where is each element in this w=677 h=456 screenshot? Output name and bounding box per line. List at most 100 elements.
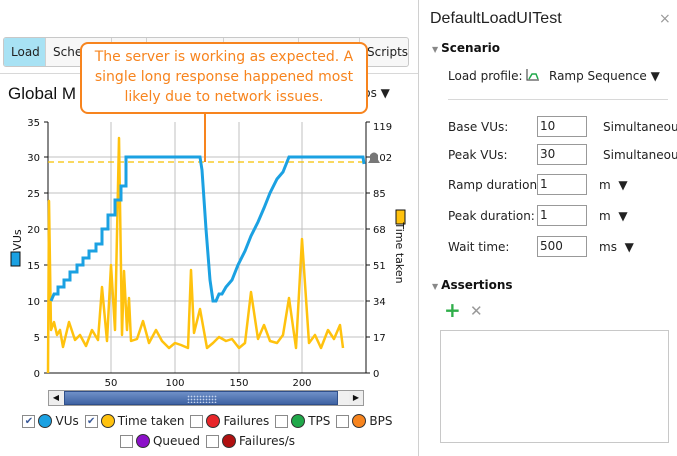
scenario-section-header[interactable]: ▼ Scenario [432, 41, 500, 55]
legend-item-vus[interactable]: ✔ VUs [22, 414, 79, 428]
svg-text:50: 50 [105, 378, 118, 389]
checkbox-bps[interactable] [336, 414, 350, 428]
callout-pointer [204, 114, 206, 162]
add-assertion-icon[interactable]: + [444, 298, 461, 322]
queued-color-icon [135, 434, 150, 448]
x-axis-labels: 50 100 150 200 [105, 378, 312, 389]
svg-text:10: 10 [27, 297, 40, 308]
checkbox-vus[interactable]: ✔ [22, 414, 36, 428]
wait-time-unit-dropdown[interactable]: ms ▼ [599, 240, 634, 254]
page-title: Global M [8, 84, 77, 103]
legend-item-failures[interactable]: Failures [190, 414, 269, 428]
section-heading: Scenario [441, 41, 500, 55]
svg-text:30: 30 [27, 153, 40, 164]
alert-bell-icon [368, 152, 380, 163]
legend-label: BPS [369, 414, 393, 428]
chevron-down-icon: ▼ [624, 240, 634, 254]
legend-item-time-taken[interactable]: ✔ Time taken [84, 414, 185, 428]
svg-text:15: 15 [27, 261, 40, 272]
close-icon[interactable]: × [659, 11, 671, 27]
checkbox-tps[interactable] [275, 414, 289, 428]
legend-label: Time taken [117, 414, 185, 428]
ramp-duration-unit-dropdown[interactable]: m ▼ [599, 178, 628, 192]
scroll-left-arrow-icon[interactable]: ◀ [49, 391, 63, 405]
chart-legend: ✔ VUs ✔ Time taken Failures TPS [0, 411, 418, 451]
legend-item-tps[interactable]: TPS [275, 414, 330, 428]
svg-text:150: 150 [229, 378, 248, 389]
svg-text:100: 100 [165, 378, 184, 389]
field-label: Ramp duration: [448, 178, 542, 192]
chevron-down-icon: ▼ [618, 209, 628, 223]
base-vus-unit: Simultaneou [603, 120, 677, 134]
peak-duration-input[interactable]: 1 [537, 205, 587, 226]
load-profile-label: Load profile: [448, 69, 523, 83]
panel-title: DefaultLoadUITest [430, 10, 562, 27]
time-taken-axis-swatch [395, 209, 406, 225]
scrollbar-thumb[interactable] [64, 391, 338, 405]
remove-assertion-icon[interactable]: ✕ [470, 302, 483, 320]
annotation-callout: The server is working as expected. A sin… [80, 42, 368, 114]
svg-text:0: 0 [373, 369, 379, 380]
main-panel: Load Sched Scripts Global M rios ▼ The s… [0, 37, 418, 451]
right-axis [365, 121, 370, 374]
load-profile-value: Ramp Sequence [549, 69, 647, 83]
chevron-down-icon: ▼ [650, 69, 660, 83]
chevron-down-icon: ▼ [618, 178, 628, 192]
tps-color-icon [291, 414, 306, 428]
vus-axis-label: VUs [11, 229, 24, 251]
field-label: Base VUs: [448, 120, 509, 134]
ramp-profile-icon [526, 69, 539, 81]
legend-label: TPS [308, 414, 331, 428]
wait-time-input[interactable]: 500 [537, 236, 587, 257]
bps-color-icon [352, 414, 367, 428]
load-profile-dropdown[interactable]: Ramp Sequence ▼ [549, 69, 660, 83]
unit-value: m [599, 209, 611, 223]
assertions-list[interactable] [440, 330, 669, 443]
legend-label: Failures [223, 414, 270, 428]
legend-item-bps[interactable]: BPS [336, 414, 393, 428]
svg-text:25: 25 [27, 189, 40, 200]
vus-series [49, 155, 366, 303]
field-label: Peak VUs: [448, 148, 508, 162]
collapse-triangle-icon: ▼ [432, 282, 439, 291]
svg-text:0: 0 [34, 369, 40, 380]
peak-duration-unit-dropdown[interactable]: m ▼ [599, 209, 628, 223]
grip-icon [187, 395, 217, 403]
vus-axis-swatch [10, 251, 21, 267]
legend-label: Queued [152, 434, 200, 448]
svg-text:85: 85 [373, 189, 386, 200]
right-axis-labels: 119 102 85 68 51 34 17 0 [373, 122, 392, 380]
base-vus-input[interactable]: 10 [537, 116, 587, 137]
panel-splitter[interactable] [418, 0, 419, 456]
time-taken-axis-label: Time taken [393, 221, 406, 283]
assertions-section-header[interactable]: ▼ Assertions [432, 278, 513, 292]
section-heading: Assertions [441, 278, 513, 292]
checkbox-failures-per-sec[interactable] [206, 434, 219, 448]
svg-text:20: 20 [27, 225, 40, 236]
checkbox-queued[interactable] [119, 434, 133, 448]
svg-text:51: 51 [373, 261, 386, 272]
svg-text:102: 102 [373, 153, 392, 164]
svg-text:5: 5 [34, 333, 40, 344]
legend-item-queued[interactable]: Queued [119, 434, 200, 448]
left-axis-labels: 35 30 25 20 15 10 5 0 [27, 118, 40, 380]
checkbox-failures[interactable] [190, 414, 204, 428]
collapse-triangle-icon: ▼ [432, 45, 439, 54]
chart-scrollbar[interactable]: ◀ ▶ [48, 390, 364, 406]
divider [448, 99, 668, 100]
svg-text:34: 34 [373, 297, 386, 308]
tab-scripts[interactable]: Scripts [367, 45, 408, 59]
peak-vus-input[interactable]: 30 [537, 144, 587, 165]
peak-vus-unit: Simultaneou [603, 148, 677, 162]
checkbox-time-taken[interactable]: ✔ [84, 414, 98, 428]
svg-text:200: 200 [292, 378, 311, 389]
unit-value: m [599, 178, 611, 192]
unit-value: ms [599, 240, 617, 254]
properties-panel: DefaultLoadUITest × ▼ Scenario Load profi… [419, 0, 677, 456]
scroll-right-arrow-icon[interactable]: ▶ [349, 391, 363, 405]
legend-label: VUs [55, 414, 79, 428]
legend-item-failures-per-sec[interactable]: Failures/s [206, 434, 295, 448]
ramp-duration-input[interactable]: 1 [537, 174, 587, 195]
tab-load[interactable]: Load [4, 38, 46, 66]
